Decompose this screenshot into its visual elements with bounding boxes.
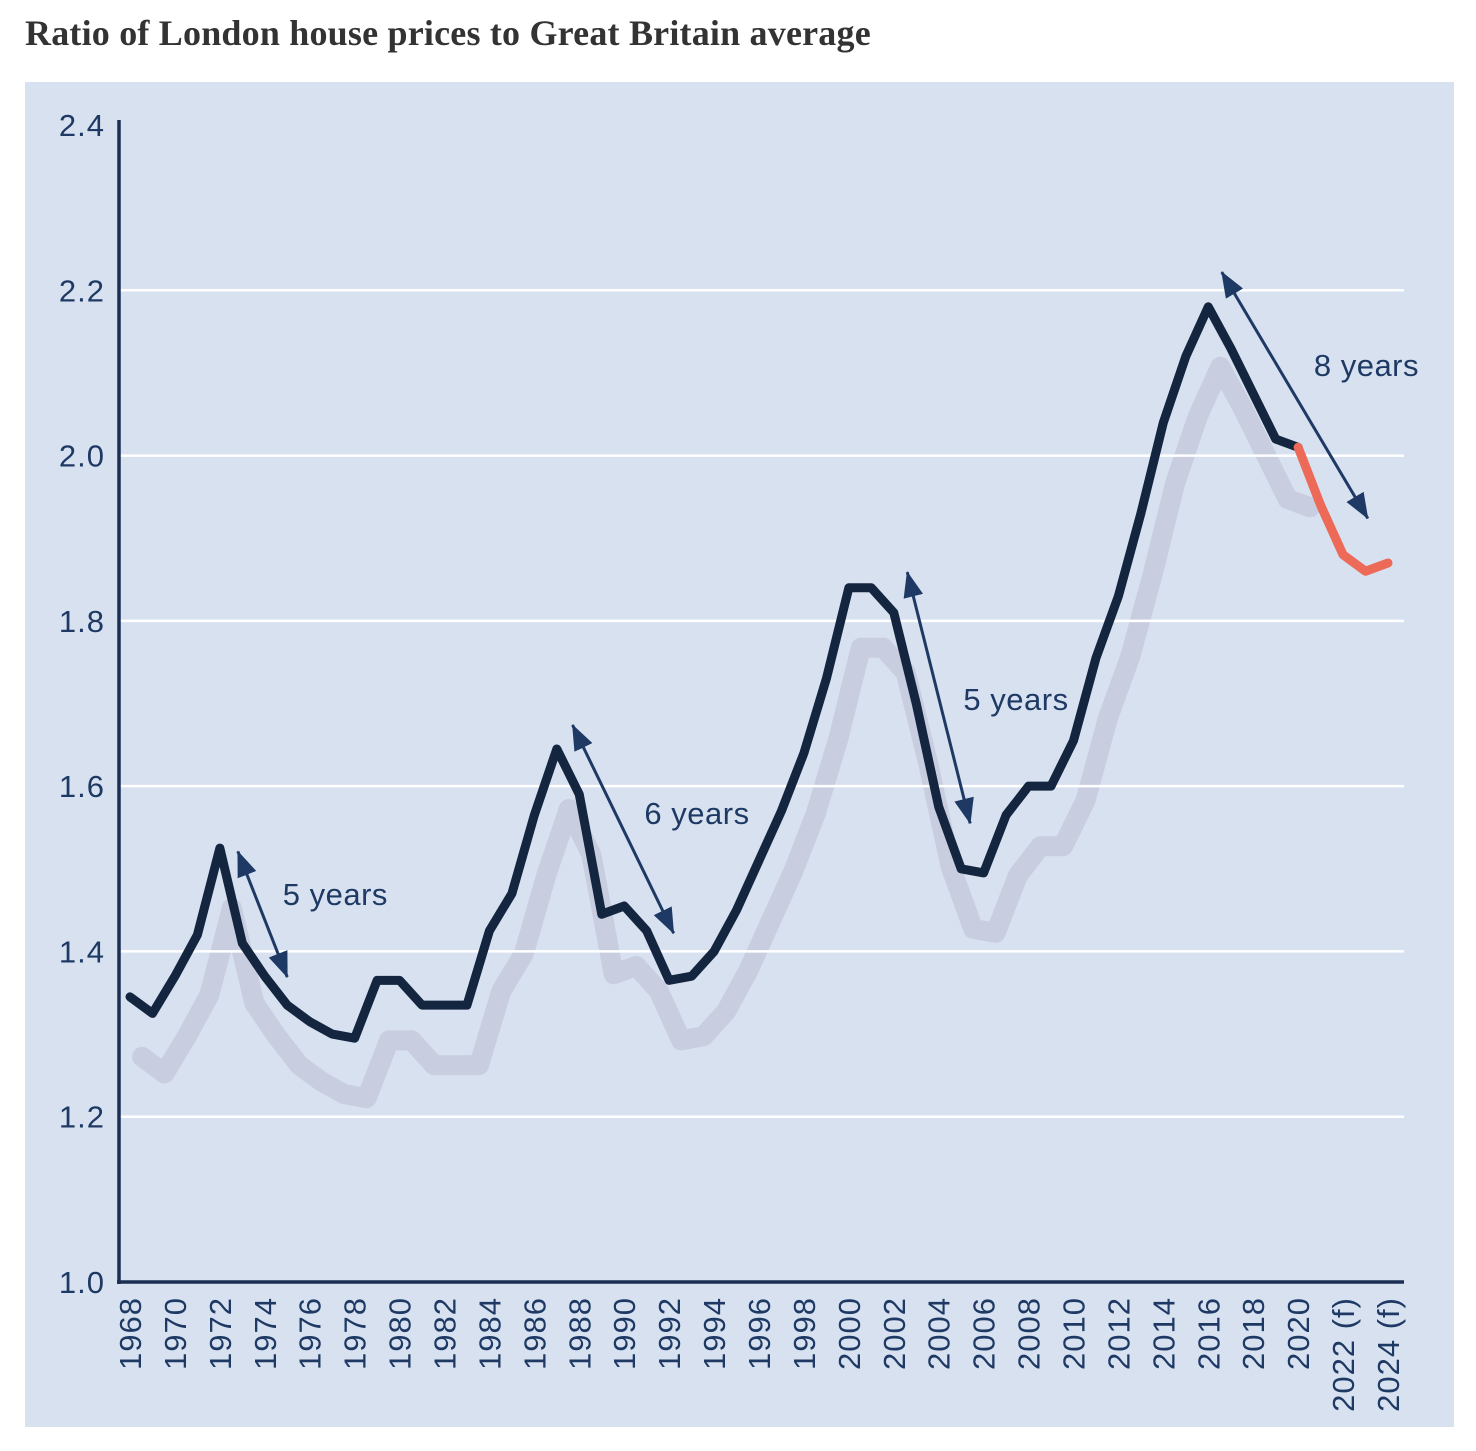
- x-tick-label: 1970: [158, 1297, 193, 1370]
- x-tick-label: 1974: [248, 1297, 283, 1370]
- annotation-arrow: [903, 571, 974, 825]
- x-tick-label: 2024 (f): [1371, 1297, 1406, 1412]
- annotation-arrow: [236, 850, 289, 978]
- x-tick-label: 1988: [562, 1297, 597, 1370]
- annotation-arrow: [571, 724, 675, 935]
- annotation-arrow: [1220, 271, 1370, 520]
- x-tick-label: 2006: [967, 1297, 1002, 1370]
- y-tick-label: 1.2: [59, 1100, 105, 1135]
- x-tick-label: 1998: [787, 1297, 822, 1370]
- x-tick-label: 2022 (f): [1326, 1297, 1361, 1412]
- annotation-label: 5 years: [963, 682, 1068, 717]
- y-tick-label: 1.6: [59, 769, 105, 804]
- x-tick-label: 1968: [113, 1297, 148, 1370]
- x-tick-label: 1980: [383, 1297, 418, 1370]
- x-tick-label: 2012: [1101, 1297, 1136, 1370]
- y-tick-label: 1.8: [59, 604, 105, 639]
- x-tick-label: 1986: [517, 1297, 552, 1370]
- annotation-label: 5 years: [283, 877, 388, 912]
- x-tick-label: 2004: [922, 1297, 957, 1370]
- x-tick-label: 1976: [293, 1297, 328, 1370]
- x-tick-label: 2018: [1236, 1297, 1271, 1370]
- x-tick-label: 1990: [607, 1297, 642, 1370]
- chart-title: Ratio of London house prices to Great Br…: [25, 13, 871, 53]
- x-tick-label: 2002: [877, 1297, 912, 1370]
- x-tick-label: 2008: [1012, 1297, 1047, 1370]
- x-tick-label: 2016: [1191, 1297, 1226, 1370]
- x-tick-label: 2020: [1281, 1297, 1316, 1370]
- x-tick-label: 1978: [338, 1297, 373, 1370]
- x-tick-label: 1984: [472, 1297, 507, 1370]
- annotation-label: 6 years: [644, 796, 749, 831]
- x-tick-label: 1994: [697, 1297, 732, 1370]
- x-tick-label: 1992: [652, 1297, 687, 1370]
- x-tick-label: 1972: [203, 1297, 238, 1370]
- y-tick-label: 2.0: [59, 439, 105, 474]
- y-tick-label: 2.4: [59, 108, 105, 143]
- series-actual-line: [125, 302, 1303, 1043]
- y-tick-label: 1.4: [59, 934, 105, 969]
- annotation-label: 8 years: [1314, 348, 1419, 383]
- x-tick-label: 1996: [742, 1297, 777, 1370]
- y-tick-label: 2.2: [59, 273, 105, 308]
- x-tick-label: 2010: [1056, 1297, 1091, 1370]
- x-tick-label: 2014: [1146, 1297, 1181, 1370]
- x-tick-label: 2000: [832, 1297, 867, 1370]
- x-tick-label: 1982: [427, 1297, 462, 1370]
- series-shadow: [132, 356, 1321, 1109]
- plot-background: [25, 82, 1454, 1427]
- y-tick-label: 1.0: [59, 1265, 105, 1300]
